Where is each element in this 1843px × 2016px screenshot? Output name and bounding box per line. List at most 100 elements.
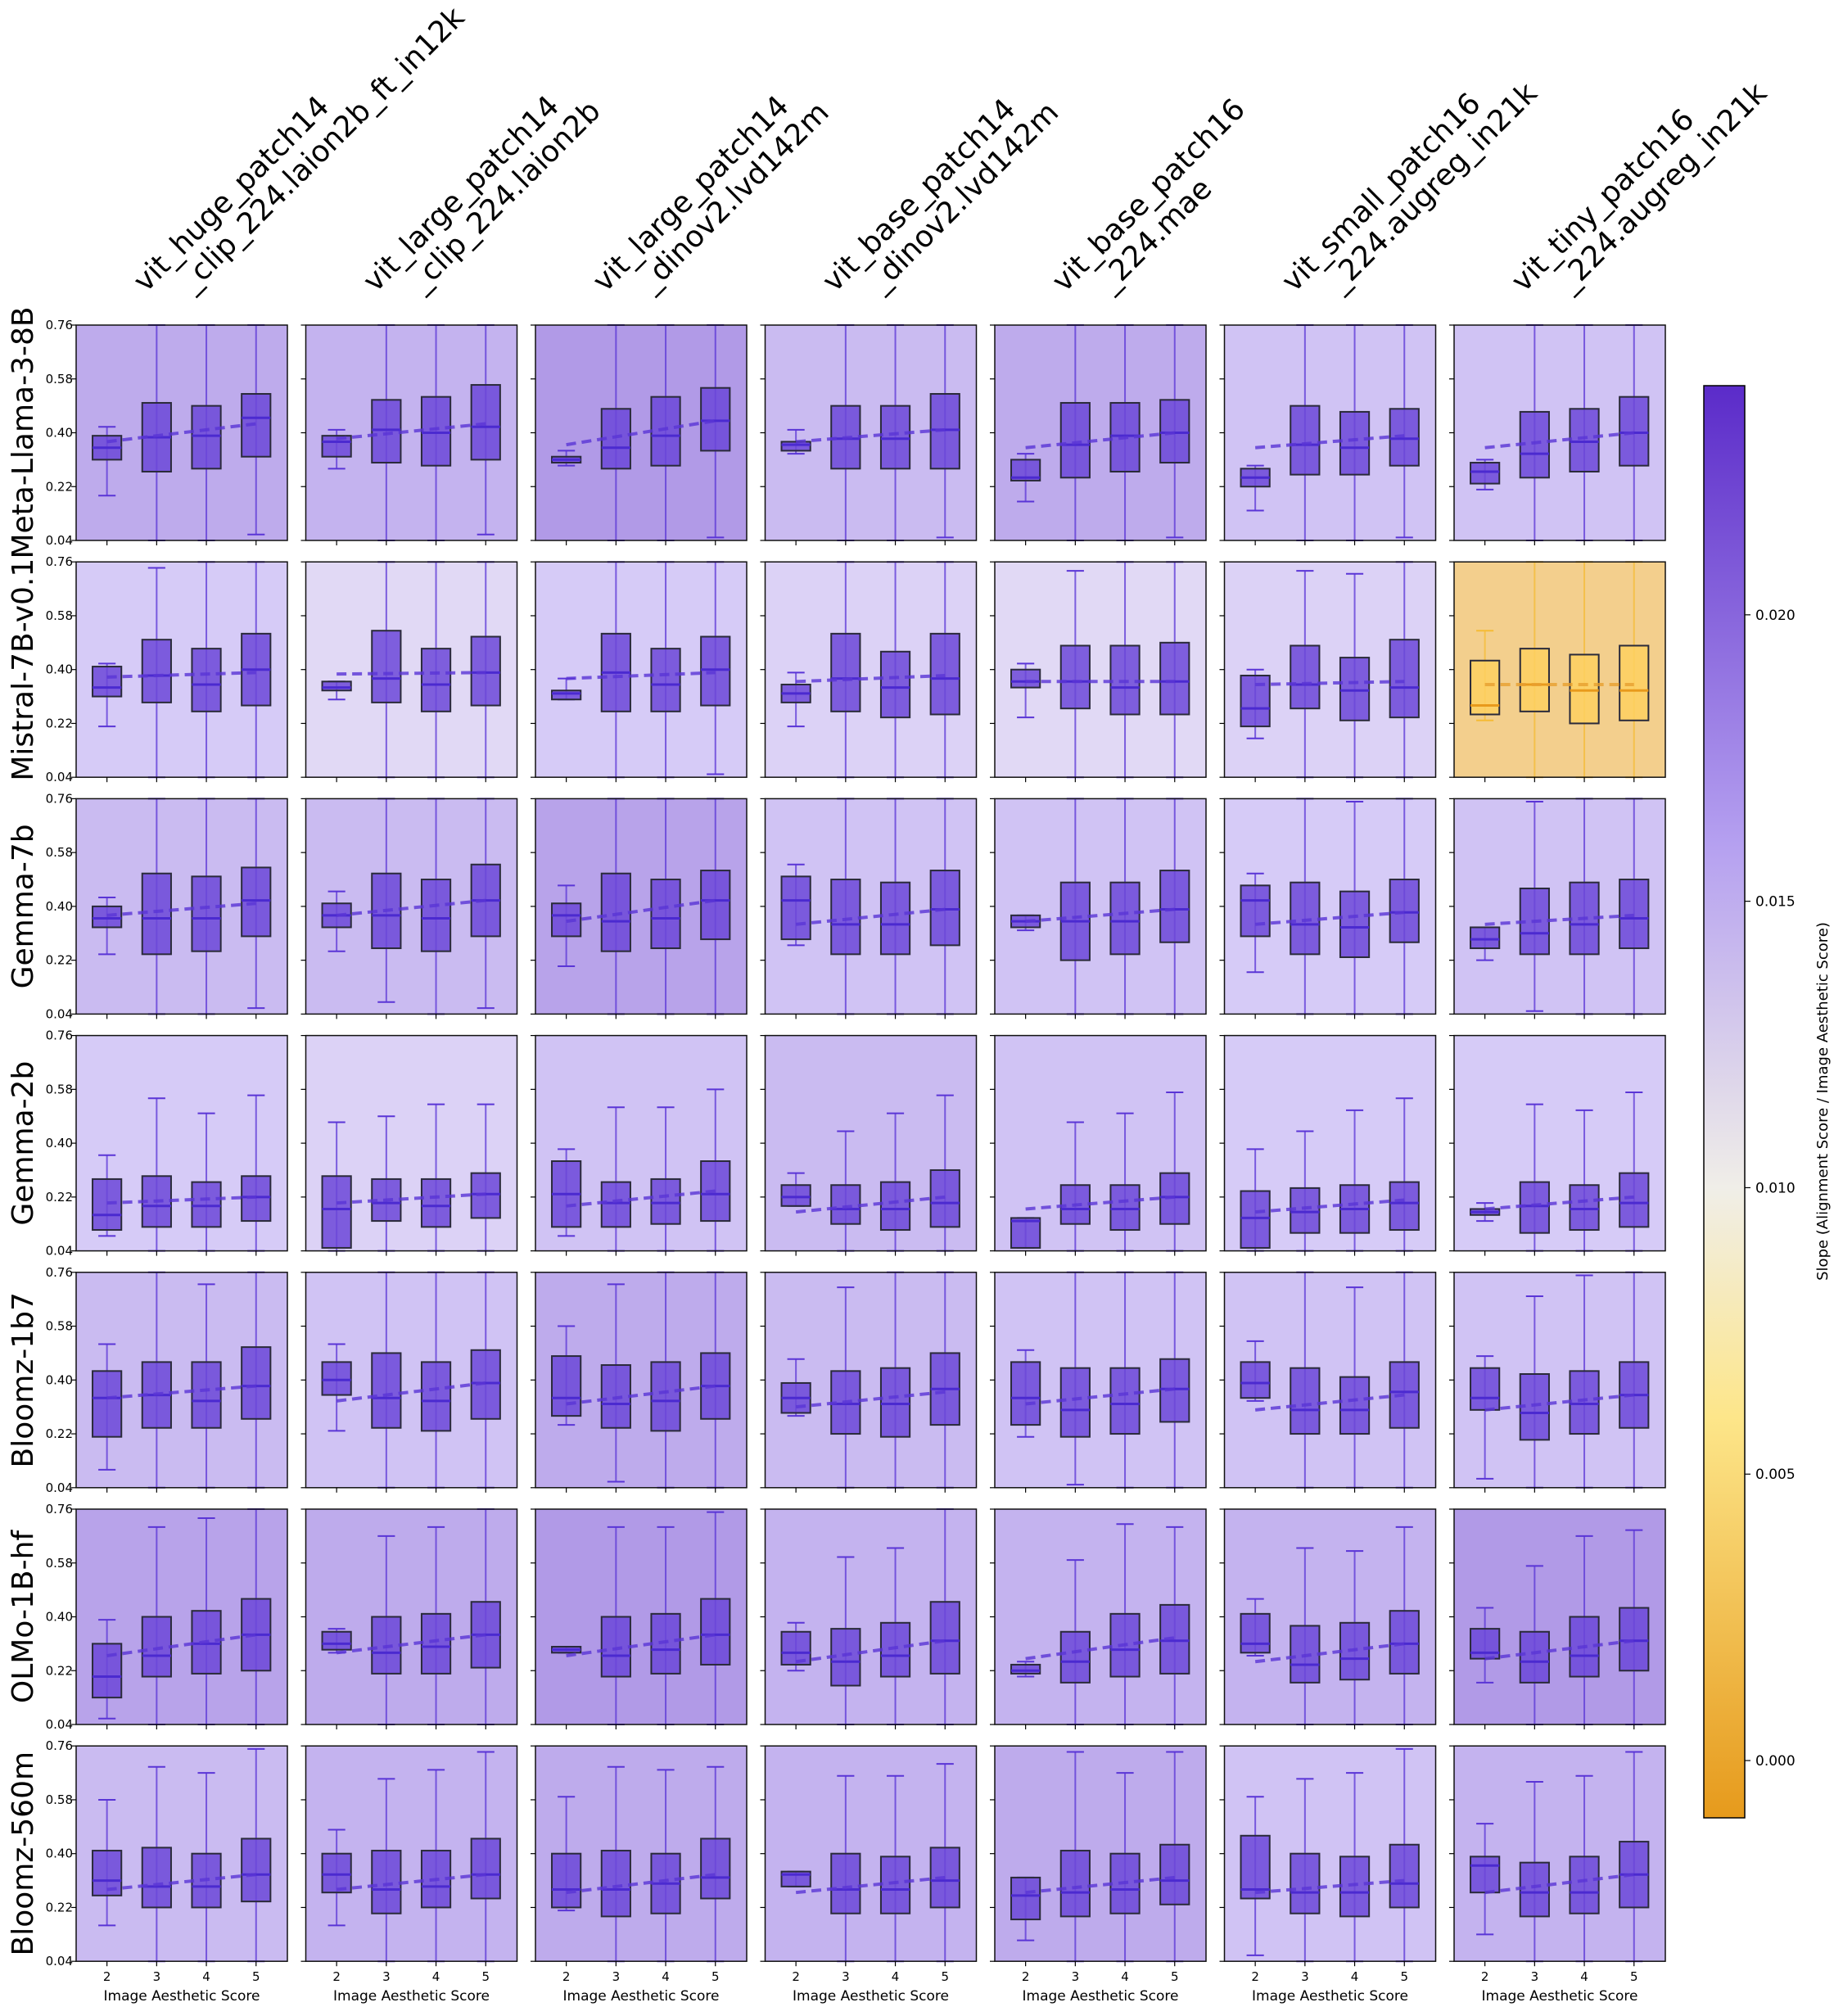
y-tick-label: 0.76 (46, 318, 73, 332)
x-tick-label: 2 (792, 1969, 800, 1984)
box (1109, 1184, 1141, 1232)
trend-line (566, 898, 716, 924)
box (1339, 890, 1371, 958)
column-title-line: vit_large_patch14 (357, 89, 566, 298)
x-tick-label: 3 (1072, 1969, 1080, 1984)
box (1470, 462, 1501, 485)
y-tick-label: 0.58 (46, 608, 73, 623)
y-tick-label: 0.76 (46, 1028, 73, 1043)
trend-line (1025, 1387, 1175, 1406)
trend-line (1254, 1393, 1405, 1412)
panel (1219, 1508, 1437, 1729)
box (780, 875, 811, 941)
box (1519, 648, 1550, 712)
box (1519, 1181, 1550, 1234)
trend-line (566, 1384, 716, 1406)
box (879, 650, 911, 719)
box (1619, 396, 1650, 467)
box (830, 632, 861, 712)
y-tick-label: 0.76 (46, 1738, 73, 1753)
box (191, 1361, 222, 1429)
y-tick-label: 0.58 (46, 845, 73, 860)
box (1339, 1376, 1371, 1435)
colorbar: 0.000 0.005 0.010 0.015 0.020 Slope (Alignme… (1703, 385, 1832, 1819)
x-tick-label: 4 (1351, 1969, 1359, 1984)
trend-line (336, 1873, 486, 1892)
box (420, 1178, 452, 1228)
box (420, 1361, 452, 1432)
box (1010, 1217, 1041, 1249)
box (551, 1355, 582, 1417)
box (551, 689, 582, 701)
box (929, 632, 960, 716)
box (780, 441, 811, 452)
box (929, 1601, 960, 1675)
trend-line (1254, 911, 1405, 926)
x-tick-label: 4 (662, 1969, 670, 1984)
trend-line (1254, 1642, 1405, 1664)
x-tick-label: 4 (202, 1969, 210, 1984)
x-tick-label: 5 (481, 1969, 490, 1984)
panel (531, 1508, 748, 1729)
panel: 2 3 4 5 Image Aesthetic Score (531, 1745, 748, 2005)
x-tick-label: 4 (892, 1969, 900, 1984)
y-tick-label: 0.58 (46, 1082, 73, 1096)
box (1619, 879, 1650, 950)
x-tick-label: 2 (1022, 1969, 1030, 1984)
trend-line (1484, 1195, 1634, 1211)
box (470, 1837, 501, 1900)
box (650, 648, 681, 712)
panel (990, 1271, 1207, 1493)
panel (531, 1271, 748, 1493)
box (700, 870, 731, 941)
panel (760, 798, 978, 1019)
box (241, 866, 272, 938)
y-tick-label: 0.40 (46, 1136, 73, 1150)
panel (300, 324, 518, 545)
box (1010, 1361, 1041, 1426)
x-tick-label: 2 (1251, 1969, 1259, 1984)
trend-line (1484, 431, 1634, 450)
panel (1449, 1034, 1666, 1256)
panel (1449, 561, 1666, 783)
x-tick-label: 2 (1481, 1969, 1489, 1984)
box (371, 399, 402, 464)
box (371, 630, 402, 703)
x-tick-label: 3 (1301, 1969, 1309, 1984)
trend-line (1254, 1878, 1405, 1895)
x-tick-label: 3 (382, 1969, 391, 1984)
panel (1449, 324, 1666, 545)
trend-line (566, 418, 716, 447)
box (321, 680, 352, 692)
y-tick-label: 0.76 (46, 554, 73, 569)
trend-line (106, 1384, 256, 1400)
panel (300, 1034, 518, 1256)
box (241, 1346, 272, 1420)
column-title: vit_tiny_patch16_224.augreg_in21k (1505, 53, 1773, 322)
column-title-line: _224.augreg_in21k (1551, 76, 1773, 299)
x-tick-label: 3 (612, 1969, 621, 1984)
colorbar-tick-label: 0.015 (1755, 894, 1796, 911)
panel (760, 561, 978, 783)
box (1059, 1367, 1091, 1438)
box (600, 1181, 631, 1228)
box (700, 1160, 731, 1223)
box (1389, 639, 1420, 719)
box (1569, 1856, 1600, 1914)
box (321, 435, 352, 458)
y-tick-label: 0.04 (46, 1244, 73, 1259)
box (1619, 644, 1650, 721)
panel (300, 561, 518, 783)
panel: 0.04 0.22 0.40 0.58 0.76 (46, 1028, 288, 1259)
column-title: vit_large_patch14_dinov2.lvd142m (586, 73, 835, 322)
x-tick-label: 5 (941, 1969, 949, 1984)
box (321, 1630, 352, 1651)
box (1059, 644, 1091, 710)
box (92, 905, 123, 929)
box (1619, 1607, 1650, 1672)
panel: 0.04 0.22 0.40 0.58 0.76 (46, 791, 288, 1021)
panel (760, 1034, 978, 1256)
box (420, 879, 452, 952)
y-tick-label: 0.22 (46, 1663, 73, 1678)
